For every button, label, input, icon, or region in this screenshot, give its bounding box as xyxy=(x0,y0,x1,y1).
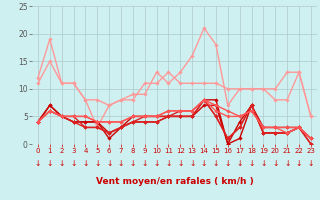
Text: ↓: ↓ xyxy=(165,160,172,168)
Text: ↓: ↓ xyxy=(236,160,243,168)
Text: ↓: ↓ xyxy=(82,160,89,168)
Text: ↓: ↓ xyxy=(141,160,148,168)
Text: ↓: ↓ xyxy=(106,160,112,168)
Text: ↓: ↓ xyxy=(308,160,314,168)
Text: ↓: ↓ xyxy=(130,160,136,168)
Text: ↓: ↓ xyxy=(177,160,184,168)
Text: ↓: ↓ xyxy=(59,160,65,168)
Text: ↓: ↓ xyxy=(248,160,255,168)
Text: Vent moyen/en rafales ( km/h ): Vent moyen/en rafales ( km/h ) xyxy=(96,178,253,186)
Text: ↓: ↓ xyxy=(225,160,231,168)
Text: ↓: ↓ xyxy=(35,160,41,168)
Text: ↓: ↓ xyxy=(118,160,124,168)
Text: ↓: ↓ xyxy=(201,160,207,168)
Text: ↓: ↓ xyxy=(260,160,267,168)
Text: ↓: ↓ xyxy=(284,160,290,168)
Text: ↓: ↓ xyxy=(153,160,160,168)
Text: ↓: ↓ xyxy=(47,160,53,168)
Text: ↓: ↓ xyxy=(296,160,302,168)
Text: ↓: ↓ xyxy=(94,160,100,168)
Text: ↓: ↓ xyxy=(189,160,196,168)
Text: ↓: ↓ xyxy=(213,160,219,168)
Text: ↓: ↓ xyxy=(272,160,278,168)
Text: ↓: ↓ xyxy=(70,160,77,168)
